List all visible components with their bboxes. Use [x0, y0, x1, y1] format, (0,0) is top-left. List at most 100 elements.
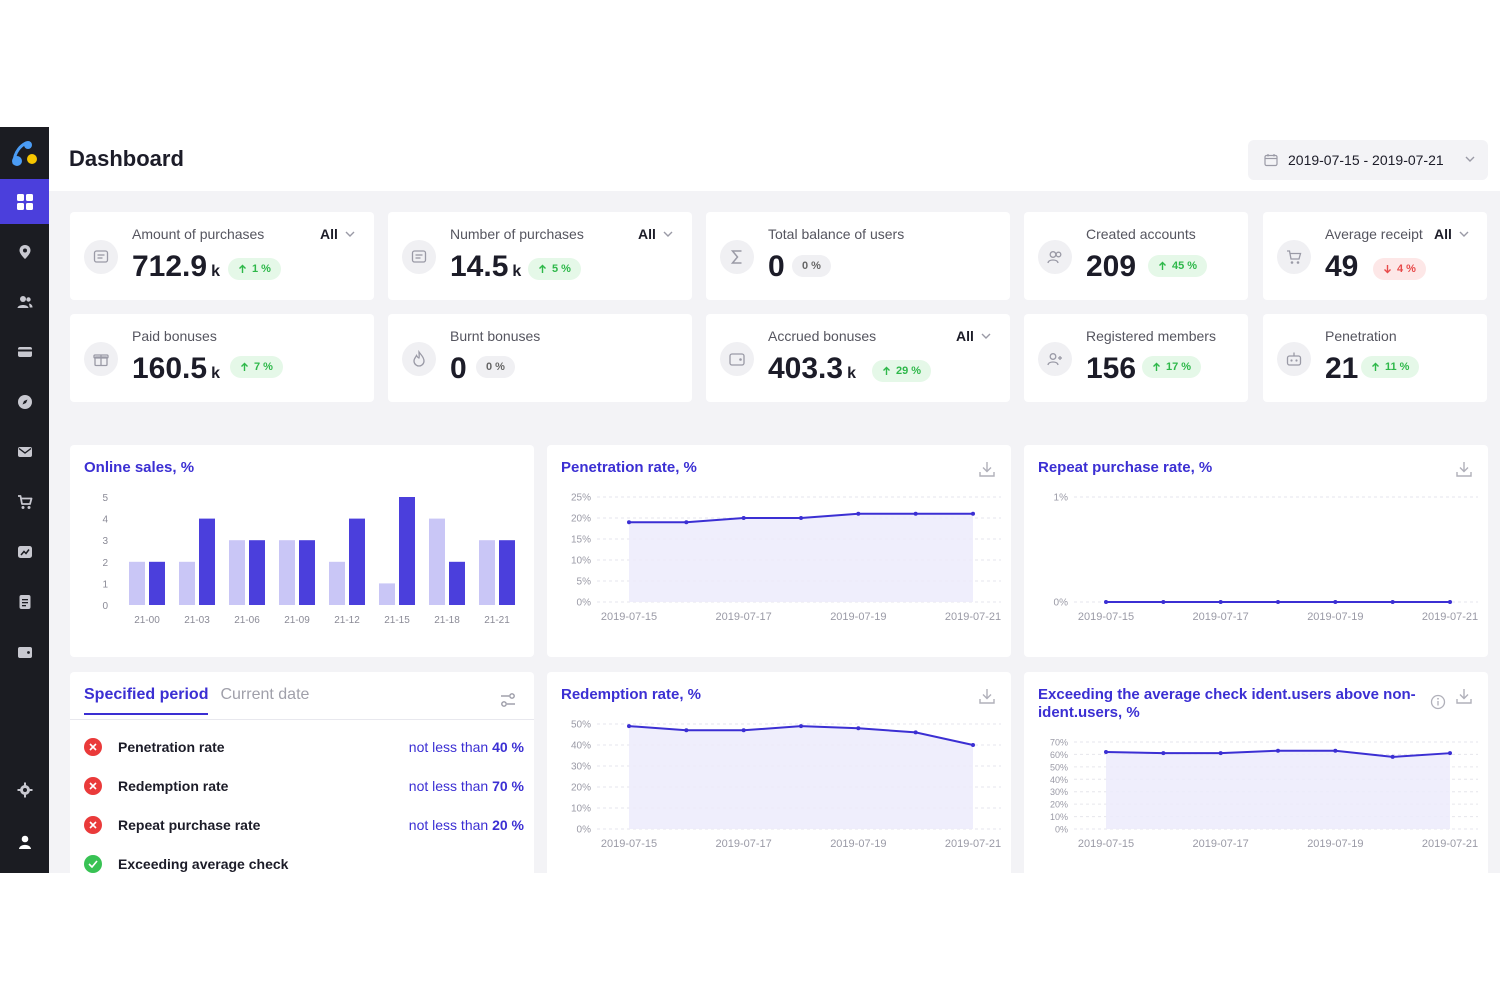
area-fill [629, 726, 973, 829]
kpi-value: 49 [1325, 250, 1358, 284]
data-point [1218, 600, 1223, 604]
chart-icon [17, 545, 32, 558]
chevron-down-icon [981, 333, 991, 339]
kpi-number: 14.5 [450, 250, 509, 283]
kpi-card-created-accounts: Created accounts 209 45 % [1024, 212, 1248, 300]
cart-icon [1287, 250, 1302, 264]
y-tick-label: 30% [571, 762, 591, 773]
kpi-value: 403.3 k [768, 352, 856, 386]
chevron-down-icon [663, 231, 673, 237]
kpi-number: 712.9 [132, 250, 208, 283]
data-point [627, 724, 631, 729]
sidebar-item-explore[interactable] [0, 379, 49, 424]
kpi-value: 156 [1086, 352, 1136, 386]
sigma-icon [730, 250, 742, 264]
sidebar-item-shop[interactable] [0, 479, 49, 524]
goal-condition-unit: % [511, 739, 524, 755]
goal-name: Repeat purchase rate [118, 817, 261, 833]
chart-card-exceeding-average-check: Exceeding the average check ident.users … [1024, 672, 1488, 873]
kpi-number: 160.5 [132, 352, 208, 385]
sidebar-item-settings[interactable] [0, 767, 49, 812]
kpi-filter-dropdown[interactable]: All [1434, 226, 1470, 242]
goal-name: Redemption rate [118, 778, 229, 794]
y-tick-label: 70% [1050, 738, 1068, 748]
tab-specified-period[interactable]: Specified period [84, 686, 209, 715]
kpi-change-badge: 0 % [476, 356, 515, 378]
bar [279, 540, 295, 605]
data-point [971, 511, 975, 516]
goal-condition-prefix: not less than [408, 817, 489, 833]
kpi-filter-dropdown[interactable]: All [638, 226, 674, 242]
kpi-label: Average receipt [1325, 226, 1423, 242]
goal-condition-prefix: not less than [408, 778, 489, 794]
fail-status-icon [84, 738, 102, 756]
y-tick-label: 40% [1050, 775, 1068, 785]
download-icon[interactable] [1454, 459, 1474, 479]
kpi-change-badge: 4 % [1373, 258, 1426, 280]
goal-condition-value: 70 [492, 778, 508, 794]
info-icon[interactable] [1430, 694, 1446, 710]
y-tick-label: 20% [571, 514, 591, 525]
x-tick-label: 21-21 [484, 615, 510, 626]
receipt-icon [93, 250, 109, 263]
kpi-label: Total balance of users [768, 226, 905, 242]
bar [329, 561, 345, 605]
data-point [1390, 754, 1395, 759]
chart-card-online-sales: Online sales, % 0 1 2 3 4 5 21-00 21-03 21-06 21-… [70, 445, 534, 657]
kpi-card-number-of-purchases: Number of purchases All 14.5 k 5 % [388, 212, 692, 300]
chart-card-redemption-rate: Redemption rate, % 0% 10% 20% 30% 40% 50% 2019… [547, 672, 1011, 873]
bar [299, 540, 315, 605]
kpi-label: Accrued bonuses [768, 328, 877, 344]
y-tick-label: 3 [102, 536, 108, 547]
sidebar-item-locations[interactable] [0, 229, 49, 274]
sidebar-item-profile[interactable] [0, 819, 49, 864]
kpi-filter-dropdown[interactable]: All [956, 328, 992, 344]
kpi-filter-dropdown[interactable]: All [320, 226, 356, 242]
dashboard-icon [16, 193, 33, 210]
x-tick-label: 2019-07-19 [1307, 611, 1363, 623]
x-tick-label: 2019-07-19 [830, 611, 886, 623]
y-tick-label: 0 [102, 601, 108, 612]
kpi-unit: k [847, 365, 856, 382]
x-tick-label: 21-12 [334, 615, 360, 626]
download-icon[interactable] [1454, 686, 1474, 706]
arrow-up-icon [1372, 362, 1379, 371]
y-tick-label: 10% [571, 556, 591, 567]
kpi-change-badge: 5 % [528, 258, 581, 280]
kpi-value: 209 [1086, 250, 1136, 284]
kpi-change-value: 5 % [552, 263, 571, 275]
x-tick-label: 21-03 [184, 615, 210, 626]
data-point [741, 728, 746, 733]
y-tick-label: 20% [571, 783, 591, 794]
sidebar-item-wallet[interactable] [0, 629, 49, 674]
sidebar-item-cards[interactable] [0, 329, 49, 374]
x-tick-label: 2019-07-17 [716, 838, 772, 850]
tab-current-date[interactable]: Current date [220, 686, 310, 703]
location-icon [19, 244, 30, 259]
sidebar-item-reports[interactable] [0, 579, 49, 624]
kpi-change-value: 0 % [802, 260, 821, 272]
data-point [1333, 600, 1338, 604]
sidebar-item-users[interactable] [0, 279, 49, 324]
goal-condition-value: 40 [492, 739, 508, 755]
kpi-change-value: 1 % [252, 263, 271, 275]
download-icon[interactable] [977, 686, 997, 706]
bar [499, 540, 515, 605]
y-tick-label: 30% [1050, 787, 1068, 797]
y-tick-label: 50% [571, 720, 591, 731]
mail-icon [17, 446, 32, 457]
goal-condition: not less than 20 % [409, 817, 524, 833]
sidebar-item-messages[interactable] [0, 429, 49, 474]
kpi-card-average-receipt: Average receipt All 49 4 % [1263, 212, 1487, 300]
download-icon[interactable] [977, 459, 997, 479]
chevron-down-icon [345, 231, 355, 237]
logo-icon[interactable] [8, 137, 40, 169]
chart-title: Repeat purchase rate, % [1038, 459, 1213, 476]
sidebar-item-dashboard[interactable] [0, 179, 49, 224]
filter-settings-icon[interactable] [498, 690, 518, 710]
y-tick-label: 20% [1050, 800, 1068, 810]
kpi-card-burnt-bonuses: Burnt bonuses 0 0 % [388, 314, 692, 402]
date-range-picker[interactable]: 2019-07-15 - 2019-07-21 [1248, 140, 1488, 180]
goal-row: Repeat purchase rate not less than 20 % [84, 814, 524, 836]
sidebar-item-analytics[interactable] [0, 529, 49, 574]
